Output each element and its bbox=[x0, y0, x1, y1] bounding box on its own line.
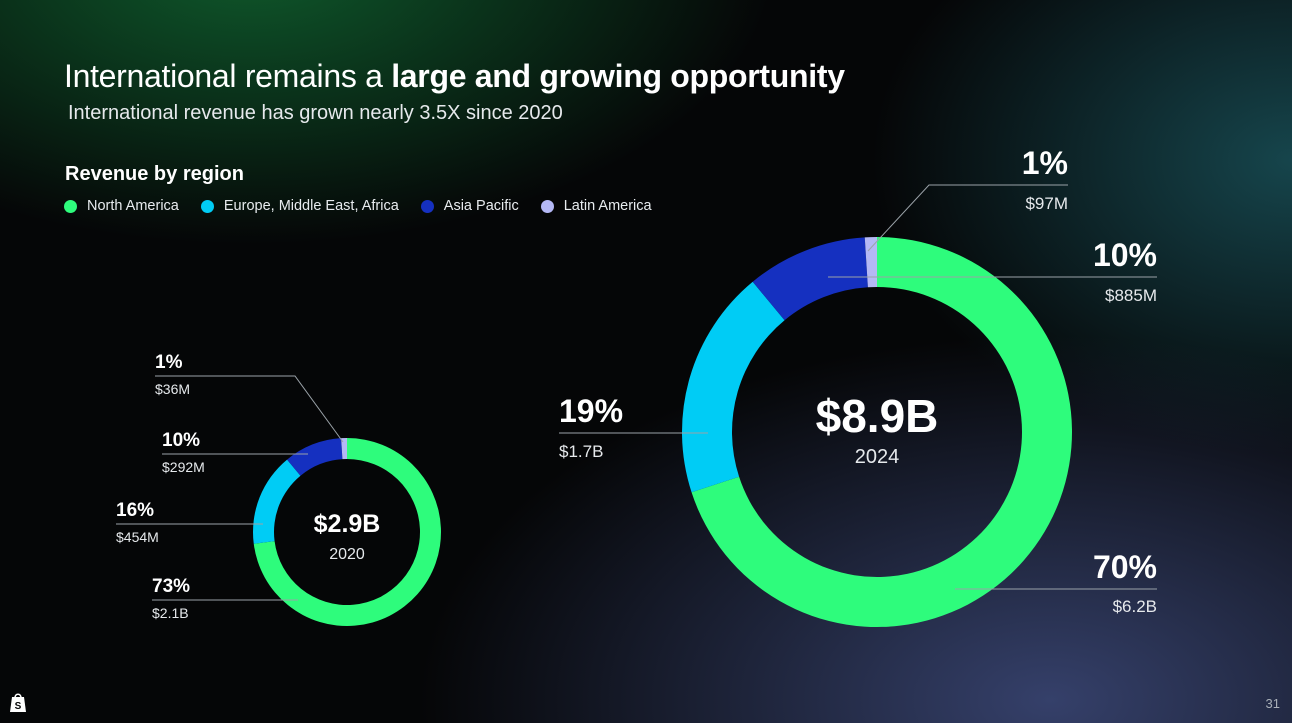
slice-amount-label: $97M bbox=[1025, 194, 1068, 213]
slice-amount-label: $885M bbox=[1105, 286, 1157, 305]
legend-label: North America bbox=[87, 198, 179, 214]
donut-slice bbox=[287, 438, 343, 476]
chart-legend: North America Europe, Middle East, Afric… bbox=[64, 198, 652, 214]
slice-percent-label: 10% bbox=[1093, 237, 1157, 273]
legend-swatch bbox=[420, 199, 434, 213]
slice-percent-label: 16% bbox=[116, 500, 154, 521]
page-title: International remains a large and growin… bbox=[64, 58, 845, 95]
legend-item-emea: Europe, Middle East, Africa bbox=[200, 198, 399, 214]
title-regular: International remains a bbox=[64, 58, 392, 94]
slice-percent-label: 70% bbox=[1093, 549, 1157, 585]
legend-label: Europe, Middle East, Africa bbox=[223, 198, 399, 214]
slice-amount-label: $6.2B bbox=[1113, 597, 1157, 616]
center-total: $2.9B bbox=[314, 510, 381, 538]
center-year: 2024 bbox=[855, 446, 900, 468]
donut-slice bbox=[682, 281, 785, 493]
slice-percent-label: 10% bbox=[162, 430, 200, 451]
legend-swatch bbox=[540, 199, 554, 213]
donut-slice bbox=[864, 237, 877, 288]
donut-chart-2020: $2.9B 2020 73% $2.1B 16% $454M 10% $292M 1% $36M bbox=[116, 352, 441, 626]
slice-percent-label: 73% bbox=[152, 576, 190, 597]
slice-amount-label: $36M bbox=[155, 381, 190, 397]
page-number: 31 bbox=[1265, 696, 1280, 711]
title-bold: large and growing opportunity bbox=[391, 58, 845, 94]
legend-swatch bbox=[200, 199, 214, 213]
legend-label: Latin America bbox=[563, 198, 652, 214]
legend-swatch bbox=[64, 199, 77, 213]
slice-percent-label: 1% bbox=[1022, 145, 1068, 181]
donut-slice bbox=[252, 459, 301, 544]
slice-amount-label: $454M bbox=[116, 529, 159, 545]
legend-item-asia-pacific: Asia Pacific bbox=[420, 198, 519, 214]
legend-item-north-america: North America bbox=[64, 198, 179, 214]
page-subtitle: International revenue has grown nearly 3… bbox=[68, 102, 563, 124]
donut-chart-2024: $8.9B 2024 70% $6.2B 19% $1.7B 10% $885M 1% $97M bbox=[559, 145, 1157, 627]
svg-text:S: S bbox=[15, 701, 22, 712]
legend-item-latin-america: Latin America bbox=[540, 198, 652, 214]
center-year: 2020 bbox=[329, 546, 365, 563]
slice-percent-label: 19% bbox=[559, 393, 623, 429]
legend-label: Asia Pacific bbox=[443, 198, 519, 214]
shopify-bag-icon: S bbox=[10, 693, 26, 712]
slice-amount-label: $292M bbox=[162, 459, 205, 475]
leader-line bbox=[155, 375, 344, 443]
donut-slice bbox=[341, 438, 347, 460]
section-title: Revenue by region bbox=[65, 163, 244, 185]
slice-amount-label: $2.1B bbox=[152, 605, 189, 621]
slice-amount-label: $1.7B bbox=[559, 442, 603, 461]
center-total: $8.9B bbox=[816, 390, 939, 442]
slice-percent-label: 1% bbox=[155, 352, 183, 373]
donut-slice bbox=[752, 237, 868, 321]
leader-line bbox=[867, 184, 1068, 252]
